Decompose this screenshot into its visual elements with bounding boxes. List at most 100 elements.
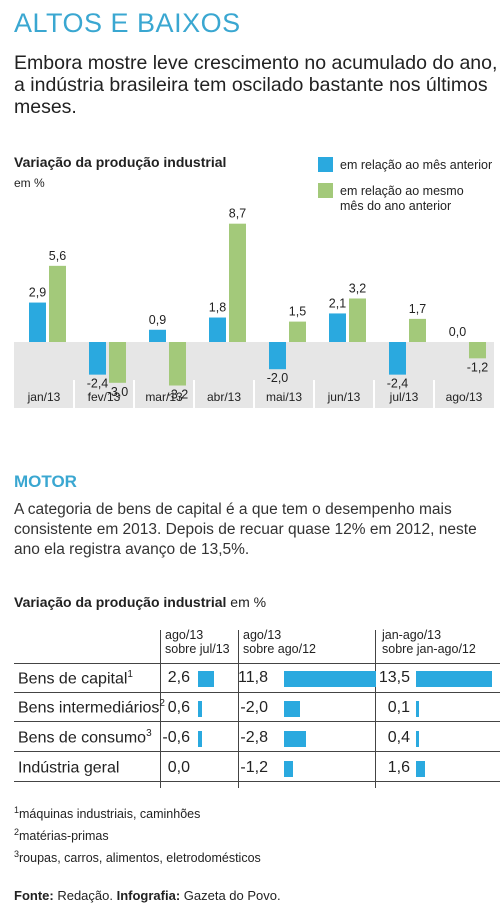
row-label: Bens de capital1 xyxy=(18,669,133,688)
table-bar xyxy=(416,731,419,747)
data-label: 8,7 xyxy=(229,207,246,221)
bar-yearly xyxy=(349,298,366,342)
bar-monthly xyxy=(329,313,346,342)
row-label: Bens de consumo3 xyxy=(18,728,152,747)
data-label: 0,9 xyxy=(149,313,166,327)
data-label: -2,4 xyxy=(87,377,109,391)
bar-monthly xyxy=(149,329,166,342)
category-label: abr/13 xyxy=(207,390,241,404)
source-value: Redação. xyxy=(53,888,117,903)
col-header-1-line2: sobre jul/13 xyxy=(165,642,230,656)
data-label: -2,0 xyxy=(267,371,289,385)
category-label: ago/13 xyxy=(446,390,483,404)
motor-title: MOTOR xyxy=(14,472,77,491)
row-label-sup: 2 xyxy=(159,698,165,709)
infografia-value: Gazeta do Povo. xyxy=(180,888,281,903)
table-row-3: Indústria geral xyxy=(14,753,500,782)
bar-yearly xyxy=(109,342,126,383)
footnote-text: máquinas industriais, caminhões xyxy=(19,807,201,822)
row-label-text: Bens de capital xyxy=(18,670,128,688)
category-label: jan/13 xyxy=(27,390,61,404)
data-label: 1,8 xyxy=(209,301,226,315)
footnote-text: matérias-primas xyxy=(19,829,109,844)
category-label: mar/13 xyxy=(145,390,183,404)
table-row-0: Bens de capital1 xyxy=(14,663,500,693)
table-value: -2,0 xyxy=(240,699,268,716)
table-bar xyxy=(416,701,419,717)
table-value: 0,0 xyxy=(167,759,190,776)
table-bar xyxy=(198,731,202,747)
category-label: fev/13 xyxy=(88,390,121,404)
column-divider xyxy=(238,630,239,788)
chart-title: Variação da produção industrial xyxy=(14,154,227,170)
data-label: 5,6 xyxy=(49,249,66,263)
bar-monthly xyxy=(389,342,406,375)
bar-yearly xyxy=(469,342,486,359)
table-value: 0,6 xyxy=(167,699,190,716)
table-value: -2,8 xyxy=(240,729,268,746)
footnote-1: 1máquinas industriais, caminhões xyxy=(14,805,200,821)
table-bar xyxy=(198,671,214,687)
table-bar xyxy=(416,761,425,777)
col-header-3-line2: sobre jan-ago/12 xyxy=(382,642,476,656)
row-label: Bens intermediários2 xyxy=(18,698,165,717)
bar-yearly xyxy=(49,265,66,342)
lead-text: Embora mostre leve crescimento no acumul… xyxy=(14,52,498,118)
data-label: 2,9 xyxy=(29,286,46,300)
bar-yearly xyxy=(169,342,186,386)
category-label: jun/13 xyxy=(327,390,361,404)
bar-chart: jan/13 fev/13 mar/13 abr/13 mai/13 jun/13 jul/… xyxy=(14,207,494,408)
column-divider xyxy=(160,630,161,788)
data-label: -3,0 xyxy=(107,385,129,399)
row-label-text: Bens intermediários xyxy=(18,699,160,717)
table-bar xyxy=(284,761,294,777)
table-row-2: Bens de consumo3 xyxy=(14,723,500,752)
data-label: 3,2 xyxy=(349,281,366,295)
col-header-2-line2: sobre ago/12 xyxy=(243,642,316,656)
table-value: 0,4 xyxy=(387,729,410,746)
legend-label-monthly: em relação ao mês anterior xyxy=(340,158,493,172)
footnote-3: 3roupas, carros, alimentos, eletrodomést… xyxy=(14,849,261,865)
infografia-label: Infografia: xyxy=(116,888,181,903)
data-label: 1,5 xyxy=(289,305,306,319)
col-header-3: jan-ago/13 sobre jan-ago/12 xyxy=(382,628,476,656)
legend-swatch-green xyxy=(318,183,333,198)
category-label: mai/13 xyxy=(266,390,302,404)
motor-text: A categoria de bens de capital é a que t… xyxy=(14,501,477,558)
table-title-unit: em % xyxy=(230,594,267,610)
col-header-2: ago/13 sobre ago/12 xyxy=(243,628,316,656)
chart-unit: em % xyxy=(14,176,45,190)
table-title-main: Variação da produção industrial xyxy=(14,594,227,610)
col-header-1: ago/13 sobre jul/13 xyxy=(165,628,230,656)
bar-monthly xyxy=(89,342,106,375)
table-value: -0,6 xyxy=(162,729,190,746)
data-label: -1,2 xyxy=(467,360,489,374)
page-title: ALTOS E BAIXOS xyxy=(14,8,241,38)
table-bar xyxy=(416,671,492,687)
column-divider xyxy=(375,630,376,788)
bar-yearly xyxy=(229,223,246,342)
table-bar xyxy=(198,701,202,717)
legend-swatch-blue xyxy=(318,157,333,172)
row-label-sup: 1 xyxy=(127,669,133,680)
legend-label-yearly-2: mês do ano anterior xyxy=(340,199,452,213)
footnote-sup: 2 xyxy=(14,827,20,837)
data-label: 2,1 xyxy=(329,296,346,310)
row-label: Indústria geral xyxy=(18,758,119,777)
table-value: 1,6 xyxy=(387,759,410,776)
table-title: Variação da produção industrial em % xyxy=(14,594,266,610)
data-label: 0,0 xyxy=(449,325,466,339)
source-line: Fonte: Redação. Infografia: Gazeta do Po… xyxy=(14,888,281,903)
footnote-sup: 3 xyxy=(14,849,20,859)
data-label: -3,2 xyxy=(167,388,189,402)
footnote-2: 2matérias-primas xyxy=(14,827,109,843)
data-label: 1,7 xyxy=(409,302,426,316)
footnote-sup: 1 xyxy=(14,805,20,815)
bar-monthly xyxy=(29,302,46,342)
table-value: 0,1 xyxy=(387,699,410,716)
row-label-text: Indústria geral xyxy=(18,759,120,777)
source-label: Fonte: xyxy=(14,888,54,903)
table-bar xyxy=(284,701,300,717)
col-header-2-line1: ago/13 xyxy=(243,628,282,642)
row-label-sup: 3 xyxy=(146,728,152,739)
